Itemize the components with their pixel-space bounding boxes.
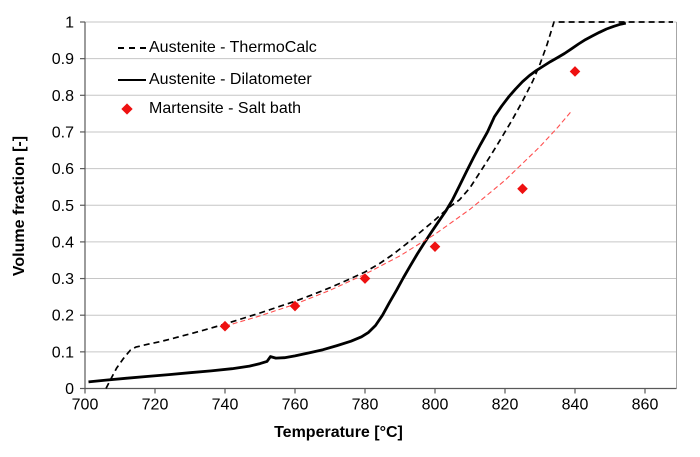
legend-item-thermocalc: Austenite - ThermoCalc: [111, 33, 317, 63]
data-point-diamond: [219, 320, 231, 332]
data-point-diamond: [289, 300, 301, 312]
data-point-diamond: [429, 241, 441, 252]
y-tick-label: 1: [65, 15, 74, 32]
x-tick-label: 800: [422, 397, 449, 414]
x-tick-label: 840: [562, 397, 589, 414]
data-point-diamond: [359, 273, 371, 284]
series-austenite-thermocalc: [105, 21, 673, 389]
x-axis-title: Temperature [°C]: [274, 424, 403, 441]
y-tick-label: 0.7: [52, 124, 74, 141]
data-point-diamond: [569, 66, 581, 77]
diamond-icon: [121, 103, 133, 115]
legend-item-saltbath: Martensite - Salt bath: [111, 94, 301, 124]
x-tick-label: 820: [492, 397, 519, 414]
y-tick-label: 0.8: [52, 88, 74, 105]
x-tick-label: 780: [352, 397, 379, 414]
series-fit-line: [224, 110, 572, 327]
legend-label: Austenite - Dilatometer: [149, 71, 312, 88]
y-axis-title: Volume fraction [-]: [11, 135, 28, 277]
y-tick-label: 0.2: [52, 308, 74, 325]
x-tick-label: 860: [632, 397, 659, 414]
legend-label: Austenite - ThermoCalc: [149, 39, 317, 56]
y-tick-label: 0.9: [52, 51, 74, 68]
x-tick-label: 740: [212, 397, 239, 414]
data-point-diamond: [517, 183, 528, 195]
x-tick-label: 720: [142, 397, 169, 414]
x-tick-label: 760: [282, 397, 309, 414]
y-tick-label: 0.1: [52, 344, 74, 361]
legend-item-dilatometer: Austenite - Dilatometer: [111, 65, 312, 95]
legend-label: Martensite - Salt bath: [149, 100, 302, 117]
dashed-line-icon: [118, 47, 146, 49]
y-tick-label: 0.5: [52, 198, 74, 215]
y-tick-label: 0: [65, 381, 74, 398]
solid-line-icon: [118, 79, 146, 81]
y-tick-label: 0.3: [52, 271, 74, 288]
series-austenite-dilatometer: [88, 21, 627, 384]
y-tick-label: 0.4: [52, 234, 74, 251]
y-tick-label: 0.6: [52, 161, 74, 178]
x-tick-label: 700: [72, 397, 99, 414]
